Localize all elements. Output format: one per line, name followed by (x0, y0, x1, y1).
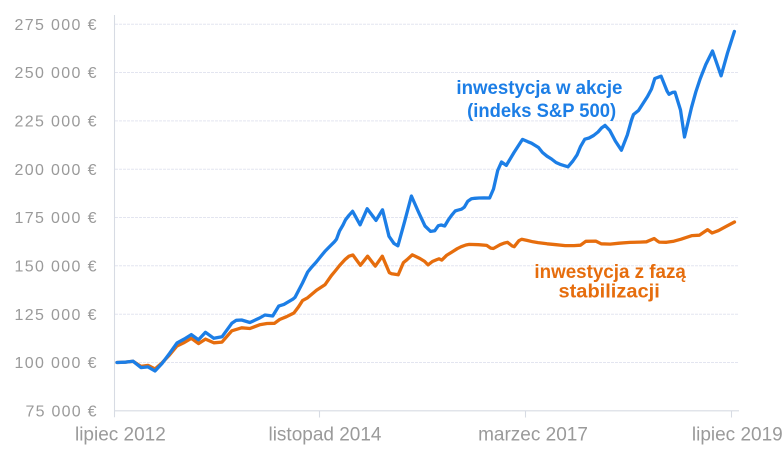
svg-text:200 000 €: 200 000 € (15, 162, 97, 179)
svg-text:inwestycja z fazą: inwestycja z fazą (534, 262, 686, 283)
svg-text:inwestycja w akcje: inwestycja w akcje (456, 78, 622, 99)
svg-text:marzec 2017: marzec 2017 (478, 425, 588, 446)
svg-text:lipiec 2012: lipiec 2012 (75, 425, 166, 446)
svg-text:(indeks S&P 500): (indeks S&P 500) (467, 101, 616, 122)
svg-text:250 000 €: 250 000 € (15, 65, 97, 82)
svg-text:275 000 €: 275 000 € (15, 17, 97, 34)
svg-text:100 000 €: 100 000 € (15, 355, 97, 372)
svg-text:listopad 2014: listopad 2014 (268, 425, 381, 446)
svg-text:125 000 €: 125 000 € (15, 307, 97, 324)
svg-text:lipiec 2019: lipiec 2019 (692, 425, 783, 446)
svg-text:stabilizacji: stabilizacji (559, 282, 660, 303)
svg-text:150 000 €: 150 000 € (15, 259, 97, 276)
svg-text:75 000 €: 75 000 € (26, 404, 97, 421)
svg-text:175 000 €: 175 000 € (15, 210, 97, 227)
svg-text:225 000 €: 225 000 € (15, 114, 97, 131)
